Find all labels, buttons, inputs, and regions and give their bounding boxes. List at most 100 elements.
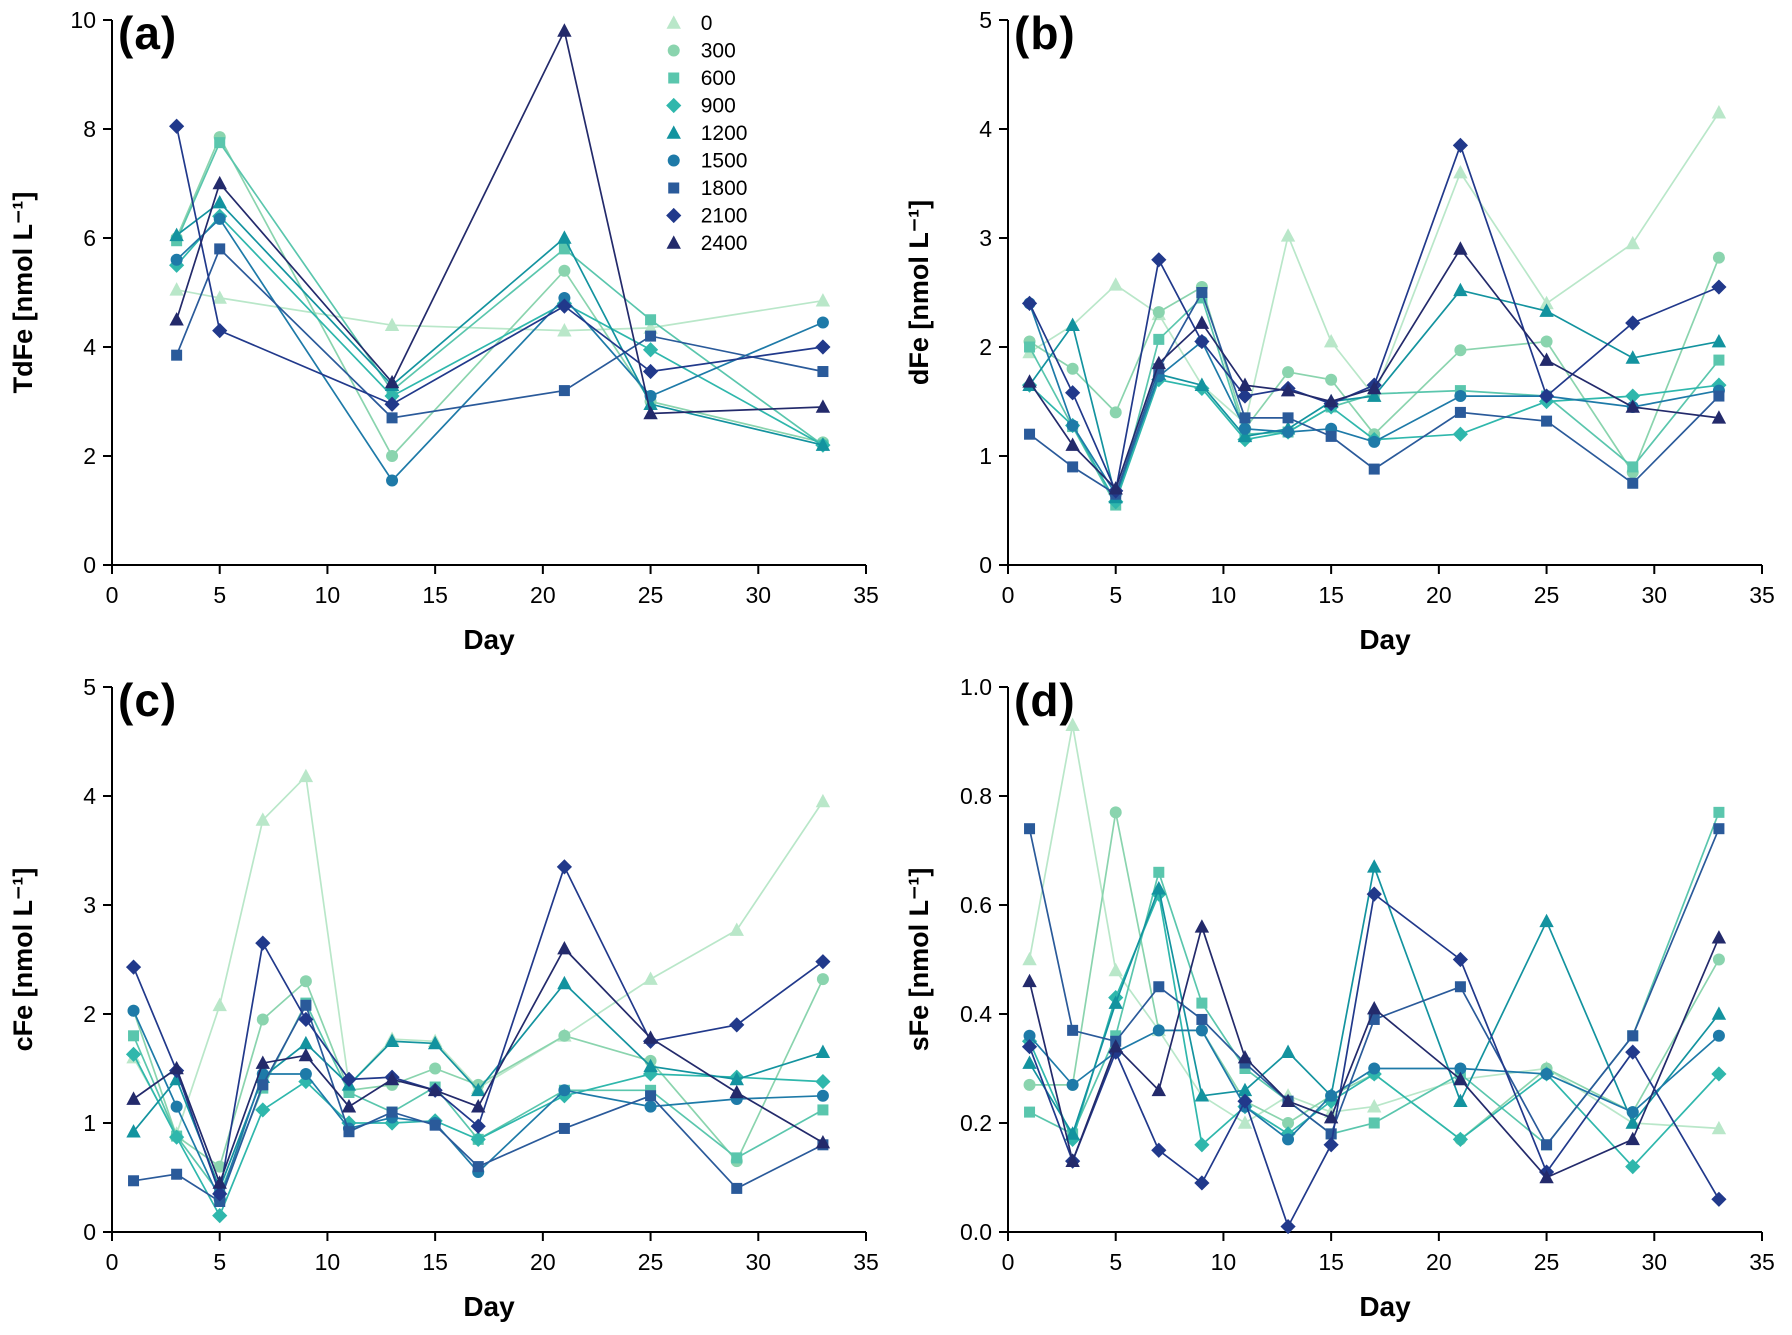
data-point — [427, 1035, 443, 1050]
data-point — [1452, 1131, 1468, 1147]
data-point — [472, 1161, 484, 1173]
data-point — [126, 1124, 141, 1138]
data-point — [1452, 951, 1468, 968]
data-point — [1367, 380, 1382, 395]
series-2400 — [169, 23, 831, 420]
series-2400 — [1022, 241, 1727, 495]
data-point — [1325, 430, 1337, 442]
x-tick-label: 20 — [530, 582, 556, 608]
data-point — [429, 1062, 442, 1075]
series-line — [1028, 892, 1720, 1229]
data-point — [1367, 859, 1382, 873]
x-tick-label: 0 — [1002, 1249, 1015, 1275]
data-point — [645, 330, 657, 342]
data-point — [817, 366, 829, 378]
data-point — [1109, 406, 1122, 419]
data-point — [644, 1100, 657, 1113]
data-point — [1711, 279, 1727, 295]
data-point — [1066, 419, 1079, 432]
data-point — [643, 320, 658, 334]
data-point — [731, 1152, 743, 1164]
data-point — [558, 291, 571, 304]
chart-b-dfe: 0 5 10 15 20 25 30 35 0 1 2 3 4 5 Day dFe [nmol L⁻¹] — [904, 7, 1775, 655]
panel-d: 0 5 10 15 20 25 30 35 0.0 0.2 0.4 0.6 0.8 1.0 Day sFe [… — [896, 667, 1792, 1334]
data-point — [1237, 1115, 1253, 1129]
data-point — [212, 1186, 228, 1202]
data-point — [386, 474, 399, 487]
axes — [103, 686, 867, 1241]
data-point — [1713, 823, 1725, 835]
data-point — [1108, 277, 1123, 291]
data-point — [212, 1208, 228, 1224]
data-point — [298, 1011, 314, 1028]
data-point — [1713, 806, 1725, 818]
data-point — [815, 1044, 831, 1058]
panel-b: 0 5 10 15 20 25 30 35 0 1 2 3 4 5 Day dFe [nmol L⁻¹] (b… — [896, 0, 1792, 667]
data-point — [1711, 1066, 1727, 1082]
data-point — [1627, 1030, 1639, 1042]
data-point — [1368, 435, 1381, 448]
data-point — [169, 1060, 184, 1075]
data-point — [212, 194, 227, 209]
data-point — [1194, 1137, 1210, 1153]
data-point — [1151, 355, 1166, 370]
data-point — [128, 1030, 140, 1042]
y-tick-label: 3 — [979, 225, 992, 251]
data-point — [255, 935, 271, 951]
y-tick-label: 0 — [83, 552, 96, 578]
data-point — [1627, 477, 1639, 489]
data-point — [298, 768, 314, 783]
data-point — [1282, 1133, 1295, 1146]
data-point — [125, 959, 142, 975]
data-point — [1539, 1169, 1554, 1184]
data-point — [341, 1099, 357, 1113]
data-point — [384, 396, 400, 412]
data-point — [1625, 1044, 1641, 1060]
series-2100 — [169, 118, 831, 412]
x-tick-label: 10 — [1211, 582, 1237, 608]
data-point — [1109, 806, 1122, 819]
x-tick-label: 15 — [422, 1249, 448, 1275]
y-axis-title: cFe [nmol L⁻¹] — [8, 868, 38, 1052]
legend-label: 900 — [701, 95, 736, 118]
data-point — [1194, 315, 1210, 329]
data-point — [1453, 165, 1468, 179]
data-point — [212, 175, 227, 190]
data-point — [1452, 137, 1468, 153]
data-point — [1368, 1013, 1380, 1025]
data-point — [815, 793, 831, 808]
data-point — [471, 1099, 486, 1113]
data-point — [557, 323, 572, 337]
data-point — [386, 412, 398, 424]
data-point — [557, 230, 572, 244]
data-point — [643, 1058, 658, 1073]
y-tick-label: 0 — [83, 1219, 96, 1245]
data-point — [169, 282, 184, 296]
y-tick-label: 0.6 — [960, 892, 992, 918]
series-line — [175, 140, 824, 446]
data-point — [1280, 228, 1296, 242]
data-point — [1067, 461, 1079, 473]
data-point — [1711, 1120, 1727, 1135]
x-tick-label: 5 — [1109, 582, 1122, 608]
data-point — [1238, 422, 1251, 435]
data-point — [171, 349, 183, 361]
data-point — [1282, 426, 1295, 439]
data-point — [1280, 1093, 1296, 1107]
x-tick-label: 20 — [1426, 582, 1452, 608]
y-tick-label: 0.8 — [960, 783, 992, 809]
data-point — [214, 1195, 226, 1207]
data-point — [729, 1017, 745, 1033]
data-point — [1368, 1117, 1380, 1129]
data-point — [1711, 1191, 1727, 1207]
panel-a: 0 5 10 15 20 25 30 35 0 2 4 6 8 10 Day TdFe [nmol L⁻¹] 0… — [0, 0, 896, 667]
y-tick-label: 4 — [979, 116, 992, 142]
data-point — [815, 437, 831, 451]
data-point — [1323, 393, 1339, 408]
data-point — [1237, 428, 1253, 443]
y-tick-label: 6 — [83, 225, 96, 251]
data-point — [645, 314, 657, 326]
chart-d-sfe: 0 5 10 15 20 25 30 35 0.0 0.2 0.4 0.6 0.8 1.0 Day sFe [… — [904, 674, 1775, 1322]
legend-marker — [667, 154, 680, 167]
data-point — [815, 399, 831, 413]
